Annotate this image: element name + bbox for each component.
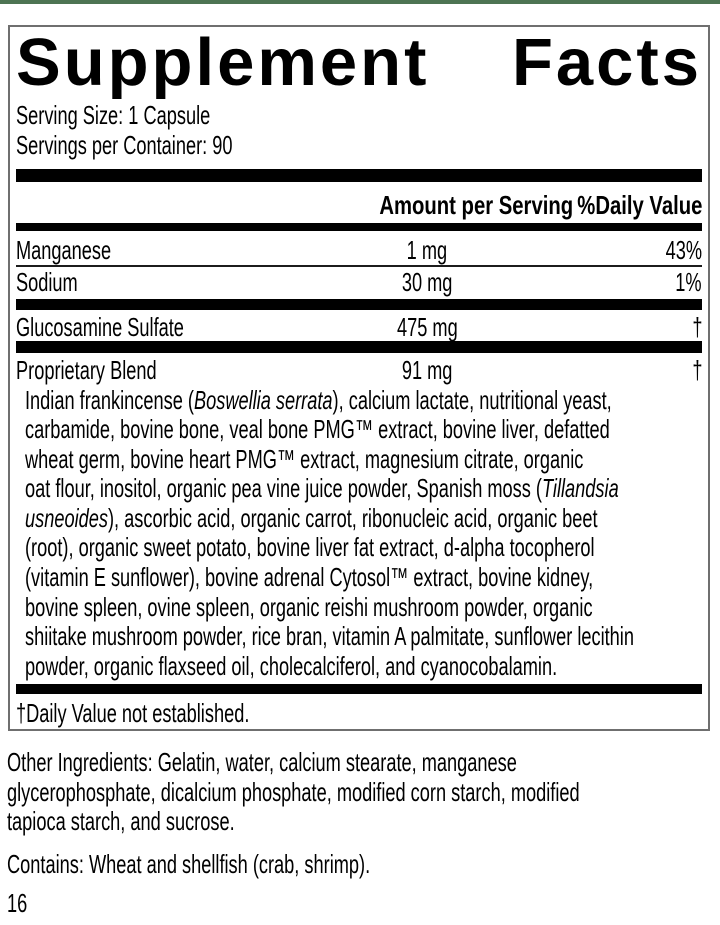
- supplement-facts-panel: Supplement Facts Serving Size: 1 Capsule…: [8, 25, 710, 731]
- serving-size-line: Serving Size: 1 Capsule: [16, 100, 211, 130]
- servings-per-container-line: Servings per Container: 90: [16, 129, 233, 160]
- nutrient-amount: 475 mg: [396, 311, 458, 342]
- serving-info: Serving Size: 1 Capsule Servings per Con…: [16, 100, 702, 160]
- nutrient-name: Glucosamine Sulfate: [16, 311, 184, 342]
- thick-rule: [16, 222, 702, 231]
- nutrient-amount: 1 mg: [406, 234, 448, 265]
- nutrient-daily-value: †: [691, 355, 702, 385]
- nutrient-daily-value: 43%: [665, 234, 702, 265]
- daily-value-footnote: †Daily Value not established.: [16, 698, 250, 729]
- thick-rule: [16, 169, 702, 182]
- nutrient-amount: 30 mg: [401, 267, 453, 297]
- thick-rule: [16, 298, 702, 310]
- other-ingredients-statement: Other Ingredients: Gelatin, water, calci…: [7, 747, 580, 836]
- below-panel-text: Other Ingredients: Gelatin, water, calci…: [7, 747, 720, 919]
- thick-rule: [16, 684, 702, 695]
- nutrient-amount: 91 mg: [401, 355, 453, 385]
- table-row: Sodium 30 mg 1%: [16, 267, 702, 298]
- allergen-contains-statement: Contains: Wheat and shellfish (crab, shr…: [7, 848, 371, 879]
- panel-title-word-supplement: Supplement: [16, 25, 430, 100]
- daily-value-header: %Daily Value: [576, 190, 702, 220]
- table-row: Proprietary Blend 91 mg †: [16, 355, 702, 386]
- label-edge-accent-bar: [0, 0, 720, 4]
- panel-title: Supplement Facts: [16, 25, 702, 100]
- thin-rule: [16, 265, 702, 267]
- nutrient-daily-value: †: [691, 311, 702, 342]
- table-row: Manganese 1 mg 43%: [16, 234, 702, 266]
- nutrient-daily-value: 1%: [675, 267, 702, 297]
- panel-title-word-facts: Facts: [511, 25, 702, 100]
- column-header-row: Amount per Serving %Daily Value: [16, 190, 702, 221]
- nutrient-name: Manganese: [16, 234, 112, 265]
- nutrient-name: Sodium: [16, 267, 78, 297]
- page-number: 16: [7, 888, 28, 918]
- amount-per-serving-header: Amount per Serving: [379, 190, 574, 220]
- proprietary-blend-description: Indian frankincense (Boswellia serrata),…: [25, 384, 634, 681]
- thick-rule: [16, 341, 702, 353]
- nutrient-name: Proprietary Blend: [16, 355, 157, 385]
- table-row: Glucosamine Sulfate 475 mg †: [16, 311, 702, 343]
